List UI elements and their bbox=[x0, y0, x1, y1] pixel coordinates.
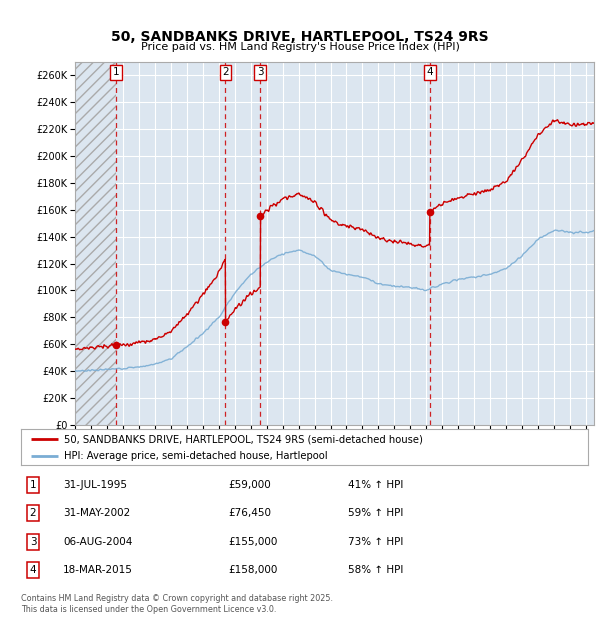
Text: 2: 2 bbox=[222, 68, 229, 78]
Text: 73% ↑ HPI: 73% ↑ HPI bbox=[348, 537, 403, 547]
Text: 58% ↑ HPI: 58% ↑ HPI bbox=[348, 565, 403, 575]
Text: HPI: Average price, semi-detached house, Hartlepool: HPI: Average price, semi-detached house,… bbox=[64, 451, 327, 461]
Text: Price paid vs. HM Land Registry's House Price Index (HPI): Price paid vs. HM Land Registry's House … bbox=[140, 42, 460, 51]
Text: 06-AUG-2004: 06-AUG-2004 bbox=[63, 537, 133, 547]
Text: 50, SANDBANKS DRIVE, HARTLEPOOL, TS24 9RS: 50, SANDBANKS DRIVE, HARTLEPOOL, TS24 9R… bbox=[111, 30, 489, 44]
Text: 41% ↑ HPI: 41% ↑ HPI bbox=[348, 480, 403, 490]
Text: This data is licensed under the Open Government Licence v3.0.: This data is licensed under the Open Gov… bbox=[21, 604, 277, 614]
Text: 18-MAR-2015: 18-MAR-2015 bbox=[63, 565, 133, 575]
Text: £155,000: £155,000 bbox=[228, 537, 277, 547]
Text: £76,450: £76,450 bbox=[228, 508, 271, 518]
Text: 3: 3 bbox=[257, 68, 263, 78]
Text: 1: 1 bbox=[113, 68, 119, 78]
Text: 31-JUL-1995: 31-JUL-1995 bbox=[63, 480, 127, 490]
Text: 31-MAY-2002: 31-MAY-2002 bbox=[63, 508, 130, 518]
Text: 59% ↑ HPI: 59% ↑ HPI bbox=[348, 508, 403, 518]
Text: 2: 2 bbox=[29, 508, 37, 518]
Text: 4: 4 bbox=[427, 68, 433, 78]
Text: Contains HM Land Registry data © Crown copyright and database right 2025.: Contains HM Land Registry data © Crown c… bbox=[21, 593, 333, 603]
Text: £158,000: £158,000 bbox=[228, 565, 277, 575]
Text: 50, SANDBANKS DRIVE, HARTLEPOOL, TS24 9RS (semi-detached house): 50, SANDBANKS DRIVE, HARTLEPOOL, TS24 9R… bbox=[64, 434, 422, 444]
Text: 1: 1 bbox=[29, 480, 37, 490]
Text: 3: 3 bbox=[29, 537, 37, 547]
Text: £59,000: £59,000 bbox=[228, 480, 271, 490]
Text: 4: 4 bbox=[29, 565, 37, 575]
